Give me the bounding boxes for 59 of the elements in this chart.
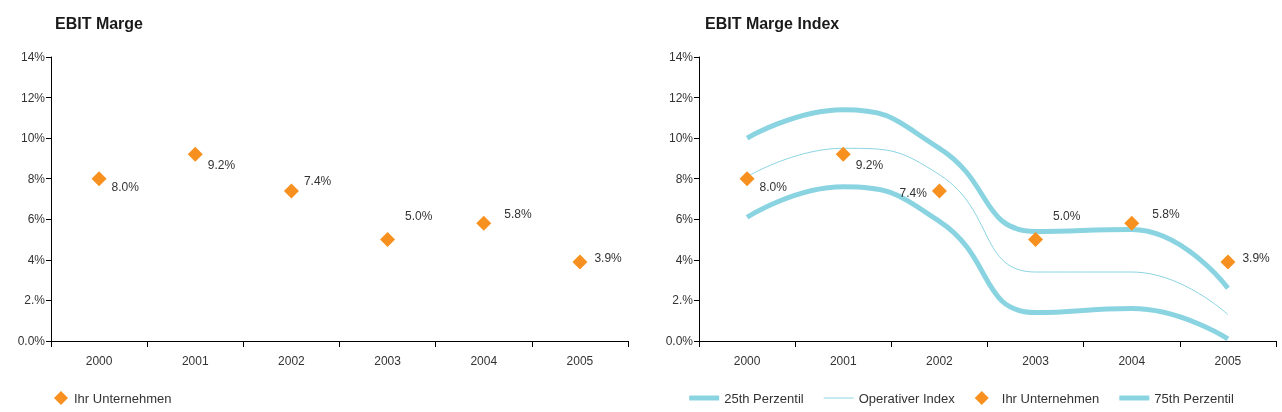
x-tick-label: 2000 (85, 354, 113, 368)
data-label: 3.9% (1242, 250, 1271, 265)
data-label: 7.4% (899, 185, 928, 200)
x-tick-label: 2005 (1214, 354, 1242, 368)
data-label: 3.9% (594, 250, 623, 265)
legend-label: 25th Perzentil (724, 390, 804, 406)
data-label: 5.0% (1053, 208, 1081, 223)
y-tick-label: 6% (27, 212, 46, 227)
y-tick-label: 12% (668, 90, 694, 105)
data-label: 9.2% (207, 158, 236, 173)
y-tick-label: 2.% (24, 293, 46, 308)
point (572, 254, 588, 270)
point (739, 171, 755, 187)
data-label: 5.8% (504, 207, 532, 222)
x-tick-label: 2001 (829, 354, 857, 368)
y-tick-label: 8% (675, 171, 694, 186)
y-tick-label: 10% (668, 131, 694, 146)
x-tick-label: 2003 (374, 354, 402, 368)
x-tick-label: 2004 (1118, 354, 1146, 368)
point (91, 171, 107, 187)
y-tick-label: 14% (20, 50, 46, 64)
y-tick-label: 10% (20, 131, 46, 146)
chart-title: EBIT Marge Index (705, 14, 840, 32)
y-tick-label: 0.0% (17, 334, 46, 348)
x-tick-label: 2001 (181, 354, 209, 368)
data-label: 8.0% (759, 179, 788, 194)
x-tick-label: 2004 (470, 354, 498, 368)
x-tick-label: 2002 (926, 354, 954, 368)
point (283, 183, 299, 199)
legend-label: Operativer Index (858, 390, 956, 406)
point (835, 146, 851, 162)
data-label: 5.0% (405, 208, 433, 223)
point (1124, 215, 1140, 231)
y-tick-label: 6% (675, 212, 694, 227)
point (380, 232, 396, 248)
point (187, 146, 203, 162)
x-tick-label: 2000 (733, 354, 761, 368)
x-tick-label: 2002 (278, 354, 306, 368)
legend-label: 75th Perzentil (1154, 390, 1234, 406)
y-tick-label: 4% (675, 252, 694, 267)
legend-label: Ihr Unternehmen (74, 390, 172, 406)
y-tick-label: 4% (27, 252, 46, 267)
point (1220, 254, 1236, 270)
point (476, 215, 492, 231)
chart-title: EBIT Marge (55, 14, 144, 32)
data-label: 9.2% (855, 158, 884, 173)
y-tick-label: 12% (20, 90, 46, 105)
data-label: 5.8% (1152, 207, 1180, 222)
y-tick-label: 14% (668, 50, 694, 64)
data-label: 8.0% (111, 179, 140, 194)
x-tick-label: 2003 (1022, 354, 1050, 368)
y-tick-label: 8% (27, 171, 46, 186)
point (1028, 232, 1044, 248)
legend-label: Ihr Unternehmen (1001, 390, 1100, 406)
point (931, 183, 947, 199)
x-tick-label: 2005 (566, 354, 594, 368)
y-tick-label: 2.% (672, 293, 694, 308)
y-tick-label: 0.0% (665, 334, 694, 348)
data-label: 7.4% (303, 173, 332, 188)
